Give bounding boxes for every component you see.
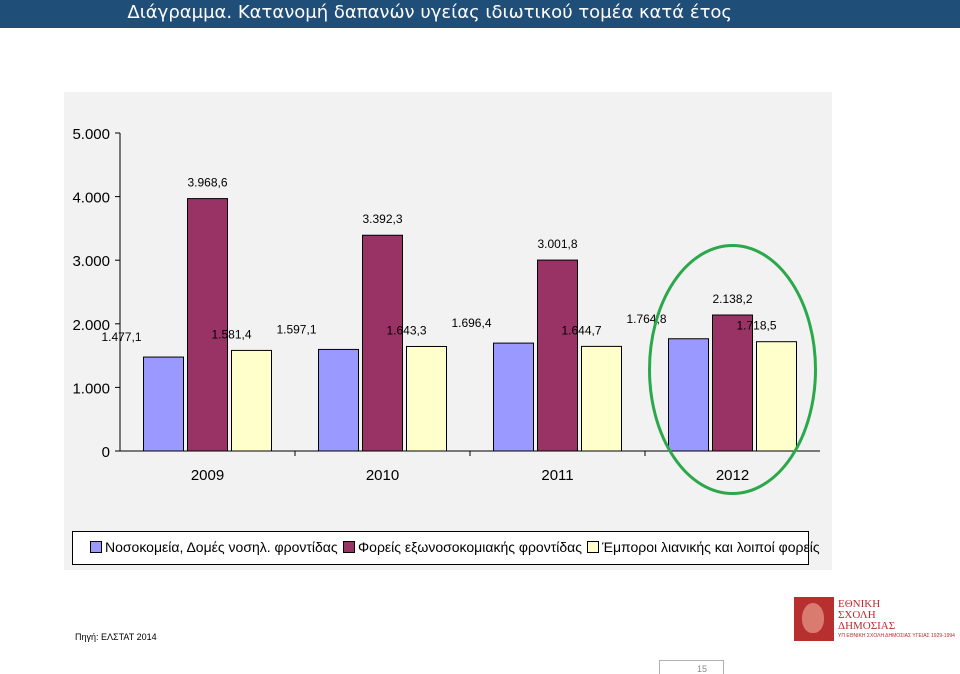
data-label: 1.581,4 [211, 327, 251, 341]
data-label: 1.764,8 [626, 312, 666, 326]
bar [668, 338, 709, 452]
y-tick-label: 1.000 [72, 380, 110, 397]
legend-item-hospitals: Νοσοκομεία, Δομές νοσηλ. φροντίδας [90, 539, 338, 555]
data-label: 3.968,6 [187, 176, 227, 190]
legend-item-retail: Έμποροι λιανικής και λοιποί φορείς [587, 539, 820, 555]
bar [231, 349, 272, 452]
data-label: 1.644,7 [561, 323, 601, 337]
legend-label-hospitals: Νοσοκομεία, Δομές νοσηλ. φροντίδας [105, 539, 338, 555]
data-label: 2.138,2 [712, 292, 752, 306]
y-tick-label: 5.000 [72, 126, 110, 143]
bar [318, 348, 359, 452]
chart-legend: Νοσοκομεία, Δομές νοσηλ. φροντίδας Φορεί… [72, 531, 820, 565]
bar [712, 314, 753, 452]
data-label: 1.696,4 [451, 316, 491, 330]
legend-label-retail: Έμποροι λιανικής και λοιποί φορείς [602, 539, 820, 555]
y-tick-label: 3.000 [72, 253, 110, 270]
y-tick-label: 0 [102, 444, 110, 461]
x-tick-label: 2012 [716, 467, 749, 484]
bar [406, 345, 447, 452]
bar [581, 345, 622, 452]
title-bar: Διάγραμμα. Κατανομή δαπανών υγείας ιδιωτ… [0, 0, 960, 28]
data-label: 1.718,5 [736, 319, 776, 333]
legend-swatch-outpatient [343, 541, 355, 553]
logo-line-1: ΕΘΝΙΚΗ [838, 598, 881, 610]
y-tick-label: 4.000 [72, 190, 110, 207]
bar [143, 356, 184, 452]
slide-title: Διάγραμμα. Κατανομή δαπανών υγείας ιδιωτ… [127, 2, 732, 23]
school-logo: ΕΘΝΙΚΗ ΣΧΟΛΗ ΔΗΜΟΣΙΑΣ ΥΠ ΕΘΝΙΚΗ ΣΧΟΛΗ ΔΗ… [794, 597, 955, 641]
data-label: 1.597,1 [276, 322, 316, 336]
highlight-circle [648, 244, 817, 496]
page-number-box: 15 [659, 660, 724, 674]
x-tick-label: 2009 [191, 467, 224, 484]
bar [187, 198, 228, 452]
bar-chart: 0 1.000 2.000 3.000 4.000 5.000 2009 1.477,1 3.9… [72, 126, 820, 496]
bar [362, 234, 403, 452]
logo-tagline: ΥΠ ΕΘΝΙΚΗ ΣΧΟΛΗ ΔΗΜΟΣΙΑΣ ΥΓΕΙΑΣ 1929-199… [838, 633, 955, 639]
legend-swatch-hospitals [90, 541, 102, 553]
data-label: 3.001,8 [537, 237, 577, 251]
data-label: 1.477,1 [101, 330, 141, 344]
source-note: Πηγή: ΕΛΣΤΑΤ 2014 [75, 632, 157, 642]
bar [537, 259, 578, 452]
x-tick-label: 2010 [366, 467, 399, 484]
logo-text: ΕΘΝΙΚΗ ΣΧΟΛΗ ΔΗΜΟΣΙΑΣ [838, 599, 895, 632]
bar [756, 341, 797, 452]
page-number: 15 [696, 664, 707, 674]
legend-swatch-retail [587, 541, 599, 553]
logo-face [802, 603, 824, 633]
data-label: 1.643,3 [386, 323, 426, 337]
logo-line-3: ΔΗΜΟΣΙΑΣ [838, 620, 896, 632]
logo-emblem [794, 597, 834, 641]
logo-line-2: ΣΧΟΛΗ [838, 609, 876, 621]
bar [493, 342, 534, 452]
legend-label-outpatient: Φορείς εξωνοσοκομιακής φροντίδας [358, 539, 582, 555]
y-tick-label: 2.000 [72, 317, 110, 334]
data-label: 3.392,3 [362, 212, 402, 226]
x-tick-label: 2011 [541, 467, 573, 484]
legend-item-outpatient: Φορείς εξωνοσοκομιακής φροντίδας [343, 539, 582, 555]
